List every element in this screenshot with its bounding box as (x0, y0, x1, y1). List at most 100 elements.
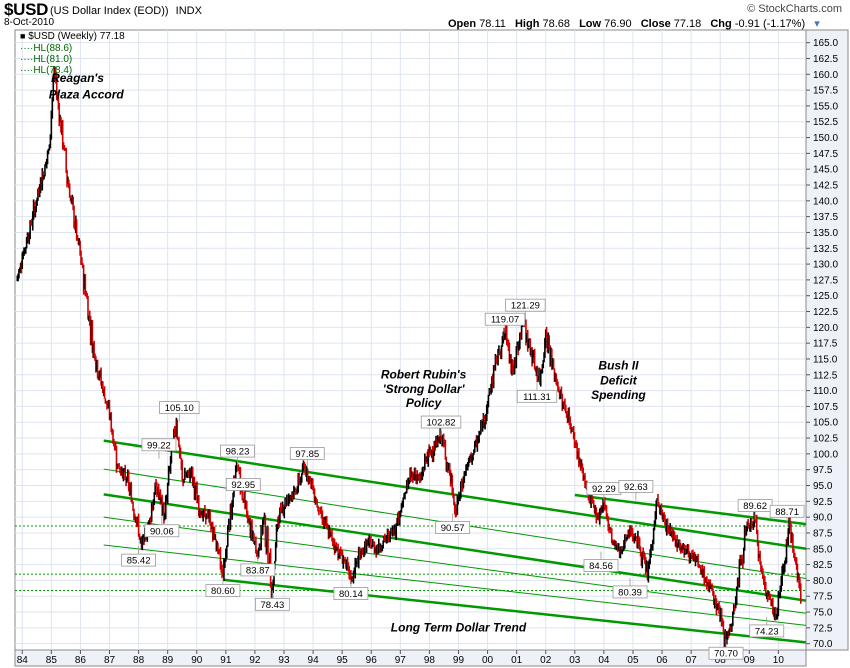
data-label-box (121, 553, 156, 567)
data-label: 97.85 (295, 449, 319, 460)
y-tick-label: 117.5 (813, 339, 838, 350)
y-tick-label: 152.5 (813, 117, 838, 128)
data-label: 89.62 (743, 501, 767, 512)
data-label: 92.95 (231, 480, 255, 491)
x-tick-label: 07 (686, 655, 698, 666)
y-tick-label: 145.0 (813, 165, 838, 176)
y-tick-label: 132.5 (813, 244, 838, 255)
y-tick-label: 140.0 (813, 196, 838, 207)
legend-main: ■ $USD (Weekly) 77.18 (20, 31, 125, 42)
data-label: 119.07 (491, 315, 519, 326)
data-label-box (220, 444, 255, 458)
y-axis-band (805, 29, 849, 651)
data-label-box (289, 447, 325, 460)
x-tick-label: 89 (162, 655, 174, 666)
y-tick-label: 82.5 (813, 560, 833, 571)
data-label-box (240, 563, 276, 577)
data-label-box (708, 646, 744, 660)
data-label: 102.82 (427, 418, 456, 429)
data-label: 92.29 (592, 484, 616, 495)
x-tick-label: 09 (744, 655, 756, 666)
y-tick-label: 110.0 (813, 386, 838, 397)
legend-hl2: ····HL(81.0) (20, 54, 72, 65)
open-label: Open (448, 18, 477, 30)
data-label-box (254, 597, 290, 611)
data-label-box (205, 584, 241, 598)
close-label: Close (640, 18, 671, 30)
y-tick-label: 142.5 (813, 181, 838, 192)
chart-annotation: Spending (591, 388, 646, 402)
y-tick-label: 127.5 (813, 275, 838, 286)
data-label-box (144, 524, 180, 538)
dropdown-arrow-icon[interactable]: ▾ (814, 18, 820, 30)
chart-annotation: Reagan's (51, 71, 104, 85)
chart-description: (US Dollar Index (EOD)) INDX (50, 5, 202, 17)
x-tick-label: 04 (598, 655, 610, 666)
y-tick-label: 157.5 (813, 86, 838, 97)
y-tick-label: 75.0 (813, 608, 833, 619)
y-tick-label: 137.5 (813, 212, 838, 223)
x-tick-label: 87 (104, 655, 116, 666)
legend-main-icon: ■ (20, 31, 26, 41)
high-value: 78.68 (542, 18, 571, 30)
open-value: 78.11 (479, 18, 506, 30)
trend-line (574, 493, 807, 526)
chart-date: 8-Oct-2010 (4, 17, 55, 28)
y-tick-label: 107.5 (813, 402, 838, 413)
legend-main-label: $USD (Weekly) 77.18 (28, 31, 125, 42)
index-description: (US Dollar Index (EOD)) (50, 5, 169, 17)
y-tick-label: 105.0 (813, 418, 838, 429)
x-tick-label: 91 (220, 655, 232, 666)
data-label: 121.29 (511, 301, 540, 312)
y-tick-label: 95.0 (813, 481, 833, 492)
x-tick-label: 90 (191, 655, 203, 666)
data-label: 70.70 (714, 649, 738, 660)
data-label: 85.42 (127, 556, 151, 567)
x-tick-label: 06 (656, 655, 668, 666)
legend-hl1: ····HL(88.6) (20, 43, 72, 54)
y-tick-label: 77.5 (813, 592, 833, 603)
data-label-box (225, 478, 261, 491)
x-tick-label: 99 (453, 655, 465, 666)
exchange-label: INDX (175, 5, 202, 17)
data-label: 74.23 (755, 626, 779, 637)
data-label-box (769, 504, 805, 518)
trend-line (222, 578, 807, 644)
y-tick-label: 160.0 (813, 70, 838, 81)
data-label-box (333, 587, 369, 600)
data-label: 88.71 (775, 507, 799, 518)
data-label-box (141, 438, 177, 452)
x-tick-label: 02 (540, 655, 552, 666)
data-label: 90.06 (150, 526, 174, 537)
y-tick-label: 97.5 (813, 465, 833, 476)
y-tick-label: 120.0 (813, 323, 838, 334)
y-tick-label: 87.5 (813, 528, 833, 539)
data-label: 80.60 (211, 586, 235, 597)
y-tick-label: 122.5 (813, 307, 838, 318)
x-tick-label: 95 (337, 655, 349, 666)
y-tick-label: 92.5 (813, 497, 833, 508)
x-tick-label: 98 (424, 655, 436, 666)
data-label-box (435, 521, 471, 534)
y-tick-label: 135.0 (813, 228, 838, 239)
data-label: 99.22 (147, 440, 171, 451)
data-label-box (159, 401, 200, 415)
x-tick-label: 88 (133, 655, 145, 666)
plot-area (14, 29, 807, 651)
data-label: 78.43 (260, 600, 284, 611)
dotted-line-icon: ···· (20, 54, 34, 65)
x-tick-label: 01 (511, 655, 523, 666)
x-tick-label: 08 (715, 655, 727, 666)
x-tick-label: 97 (395, 655, 407, 666)
close-value: 77.18 (673, 18, 702, 30)
trend-line (103, 516, 807, 614)
x-tick-label: 92 (249, 655, 261, 666)
ohlc-readout: Open 78.11 High 78.68 Low 76.90 Close 77… (448, 17, 820, 30)
data-label-box (583, 559, 619, 572)
low-value: 76.90 (604, 18, 632, 30)
data-label: 105.10 (165, 403, 194, 414)
x-tick-label: 86 (75, 655, 87, 666)
y-tick-label: 130.0 (813, 260, 838, 271)
y-tick-label: 85.0 (813, 544, 833, 555)
